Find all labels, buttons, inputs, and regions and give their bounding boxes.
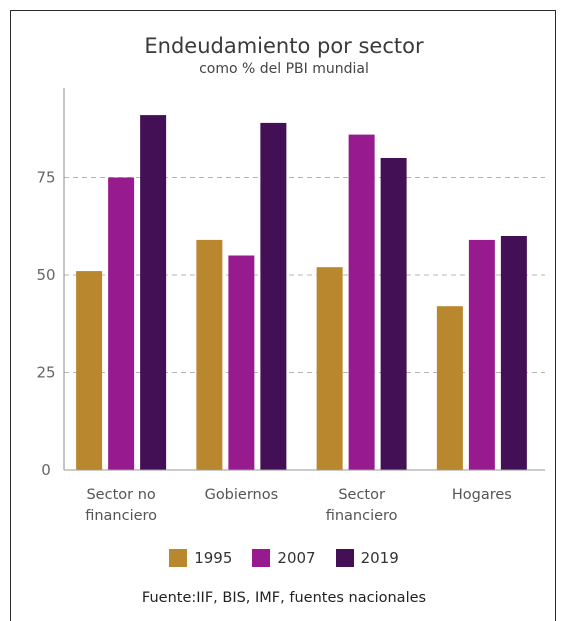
x-tick-label-line: financiero bbox=[326, 508, 398, 524]
chart-source: Fuente:IIF, BIS, IMF, fuentes nacionales bbox=[141, 590, 427, 606]
bar-1995-1 bbox=[76, 271, 103, 470]
x-tick-label-2: Gobiernos bbox=[205, 487, 279, 503]
x-tick-label-line: Gobiernos bbox=[205, 487, 279, 503]
bar-2019-2 bbox=[260, 122, 287, 471]
x-tick-label-line: Sector no bbox=[86, 487, 155, 503]
bar-2019-1 bbox=[140, 115, 167, 470]
bar-2019-4 bbox=[500, 236, 527, 470]
legend-label-1995: 1995 bbox=[194, 549, 233, 567]
legend-swatch-2007 bbox=[252, 549, 271, 567]
x-tick-label-line: Hogares bbox=[452, 487, 512, 503]
bar-2019-3 bbox=[380, 158, 407, 470]
x-tick-label-3: Sector financiero bbox=[326, 487, 398, 524]
chart-subtitle: como % del PBI mundial bbox=[199, 61, 369, 77]
y-tick-label-50: 50 bbox=[36, 266, 55, 284]
bar-1995-3 bbox=[316, 267, 343, 470]
chart-legend: 1995 2007 2019 bbox=[0, 549, 568, 567]
legend-swatch-2019 bbox=[335, 549, 354, 567]
y-tick-label-0: 0 bbox=[41, 461, 51, 479]
legend-label-2019: 2019 bbox=[360, 549, 399, 567]
x-tick-label-1: Sector no financiero bbox=[85, 487, 157, 524]
bar-2007-3 bbox=[348, 134, 375, 470]
bar-1995-4 bbox=[436, 306, 463, 470]
x-tick-label-line: Sector bbox=[338, 487, 385, 503]
legend-item-1995: 1995 bbox=[169, 549, 232, 567]
chart-title: Endeudamiento por sector bbox=[144, 34, 424, 58]
legend-item-2007: 2007 bbox=[252, 549, 316, 567]
y-tick-label-75: 75 bbox=[36, 169, 55, 187]
legend-label-2007: 2007 bbox=[277, 549, 316, 567]
y-tick-label-25: 25 bbox=[36, 364, 55, 382]
bar-1995-2 bbox=[196, 239, 223, 470]
x-tick-label-line: financiero bbox=[85, 508, 157, 524]
bar-2007-4 bbox=[468, 239, 495, 470]
bar-2007-2 bbox=[228, 255, 255, 470]
legend-swatch-1995 bbox=[169, 549, 188, 567]
bar-chart-plot: 0 25 50 75 Sector no financiero Gobiernos Secto… bbox=[36, 88, 545, 524]
x-tick-label-4: Hogares bbox=[452, 487, 512, 503]
legend-item-2019: 2019 bbox=[335, 549, 399, 567]
bar-2007-1 bbox=[108, 177, 135, 470]
